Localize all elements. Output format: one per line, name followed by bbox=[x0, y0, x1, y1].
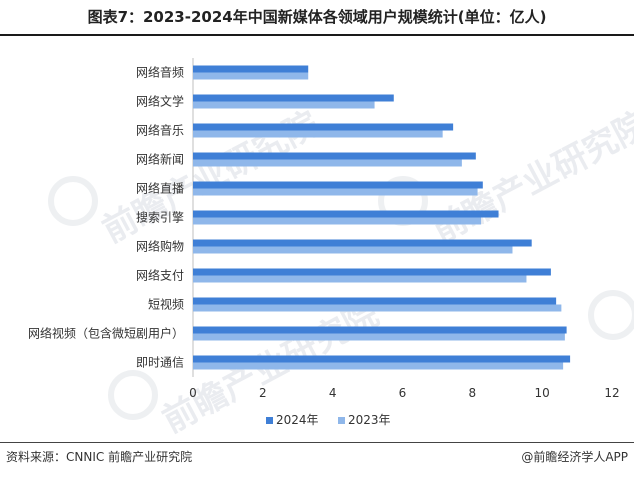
bar-2024 bbox=[193, 239, 532, 247]
bar-2024 bbox=[193, 94, 394, 102]
x-tick-label: 4 bbox=[329, 386, 337, 400]
bar-2024 bbox=[193, 355, 571, 363]
category-label: 网络视频（包含微短剧用户） bbox=[28, 326, 184, 341]
credit-note: @前瞻经济学人APP bbox=[521, 450, 628, 464]
category-label: 网络直播 bbox=[136, 181, 184, 196]
category-label: 网络音频 bbox=[136, 65, 184, 80]
source-note: 资料来源：CNNIC 前瞻产业研究院 bbox=[6, 450, 193, 464]
bar-2023 bbox=[193, 333, 565, 341]
category-label: 网络文学 bbox=[136, 94, 184, 109]
x-tick-label: 10 bbox=[535, 386, 550, 400]
bar-2023 bbox=[193, 217, 482, 225]
bar-2024 bbox=[193, 297, 557, 305]
bar-2023 bbox=[193, 246, 513, 254]
bar-2024 bbox=[193, 268, 551, 276]
category-label: 搜索引擎 bbox=[136, 210, 184, 225]
category-label: 网络购物 bbox=[136, 239, 184, 254]
bar-2023 bbox=[193, 304, 562, 312]
bar-2024 bbox=[193, 65, 309, 73]
legend-swatch bbox=[266, 417, 273, 424]
footer-divider bbox=[0, 442, 634, 443]
title-divider bbox=[0, 34, 634, 36]
bar-2023 bbox=[193, 159, 462, 167]
x-tick-label: 8 bbox=[469, 386, 477, 400]
bar-2023 bbox=[193, 188, 478, 196]
category-label: 短视频 bbox=[148, 297, 184, 312]
bar-chart: 网络音频网络文学网络音乐网络新闻网络直播搜索引擎网络购物网络支付短视频网络视频（… bbox=[28, 58, 620, 427]
category-label: 网络支付 bbox=[136, 268, 184, 283]
bar-2023 bbox=[193, 72, 309, 80]
x-tick-label: 12 bbox=[604, 386, 619, 400]
bar-2024 bbox=[193, 181, 483, 189]
legend-label: 2023年 bbox=[348, 413, 391, 427]
bar-2023 bbox=[193, 101, 375, 109]
bar-2023 bbox=[193, 275, 527, 283]
category-label: 网络音乐 bbox=[136, 123, 184, 138]
chart-title: 图表7：2023-2024年中国新媒体各领域用户规模统计(单位：亿人) bbox=[87, 8, 547, 26]
legend-label: 2024年 bbox=[276, 413, 319, 427]
bar-2024 bbox=[193, 210, 499, 218]
bar-2024 bbox=[193, 326, 567, 334]
x-tick-label: 6 bbox=[399, 386, 407, 400]
category-label: 网络新闻 bbox=[136, 152, 184, 167]
bar-2023 bbox=[193, 130, 443, 138]
x-tick-label: 2 bbox=[259, 386, 267, 400]
bar-2024 bbox=[193, 123, 454, 131]
legend-swatch bbox=[338, 417, 345, 424]
bar-2023 bbox=[193, 362, 564, 370]
category-label: 即时通信 bbox=[136, 356, 184, 370]
x-tick-label: 0 bbox=[189, 386, 197, 400]
bar-2024 bbox=[193, 152, 476, 160]
